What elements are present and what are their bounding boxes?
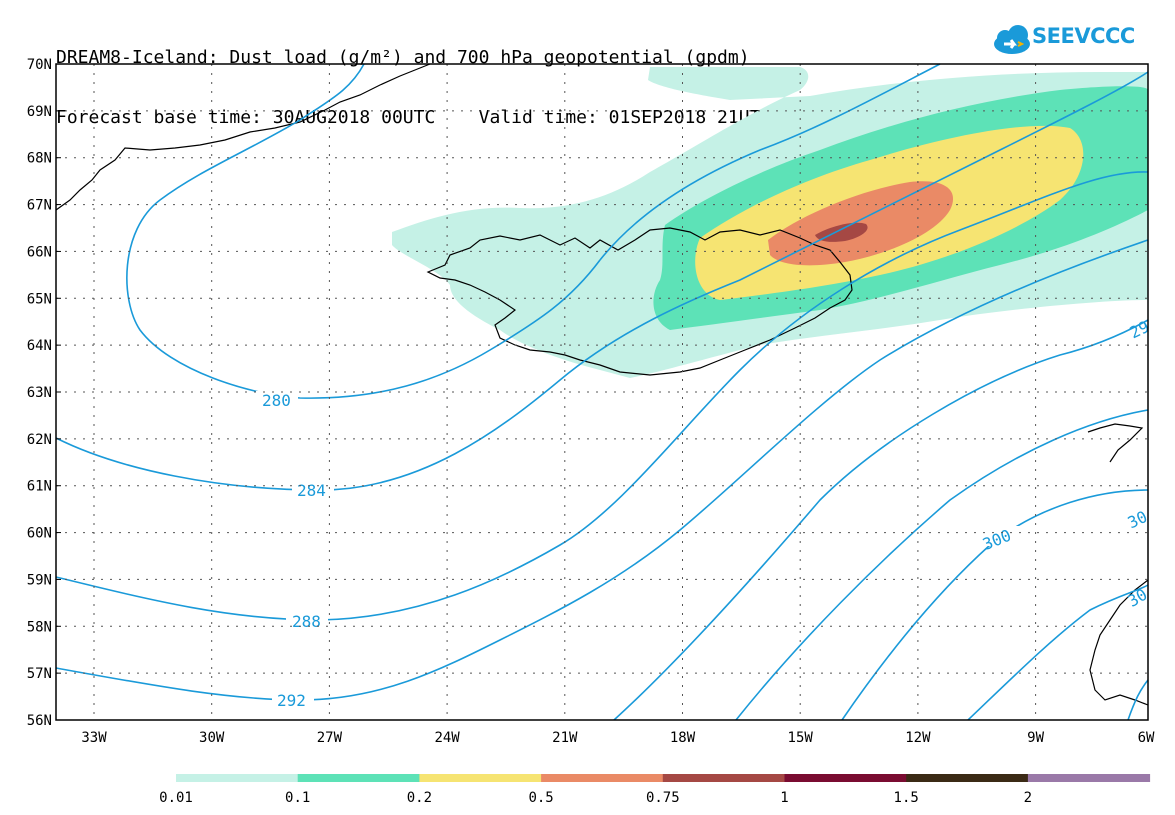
colorbar-label: 2: [1024, 790, 1032, 806]
coastline-scotland: [1089, 579, 1149, 706]
contour-line: [967, 584, 1149, 721]
lat-label: 64N: [27, 338, 52, 354]
colorbar-swatch: [1027, 774, 1151, 782]
title-line-1: DREAM8-Iceland: Dust load (g/m²) and 700…: [56, 47, 750, 68]
contour-label-292: 292: [277, 691, 306, 710]
lat-label: 63N: [27, 385, 52, 401]
lat-label: 69N: [27, 104, 52, 120]
dust-level-0.75: [815, 222, 868, 242]
colorbar-swatch: [297, 774, 420, 782]
contour-line: [126, 63, 601, 399]
contour-line: [599, 63, 941, 261]
contour-line: [1127, 679, 1149, 721]
contour-line: [55, 71, 1149, 491]
colorbar-label: 0.1: [285, 790, 310, 806]
lon-label: 9W: [1027, 730, 1044, 746]
contour-line: [55, 171, 1149, 621]
colorbar-swatch: [176, 774, 299, 782]
contour-labels: 280 284 288 292 300 29 30 30: [256, 317, 1152, 711]
lat-label: 67N: [27, 198, 52, 214]
colorbar-label: 0.5: [528, 790, 553, 806]
lat-label: 65N: [27, 291, 52, 307]
lon-label: 21W: [552, 730, 578, 746]
coastline-iceland: [426, 227, 853, 376]
colorbar-swatch: [784, 774, 907, 782]
dust-field: [392, 67, 1148, 378]
longitude-labels: 33W 30W 27W 24W 21W 18W 15W 12W 9W 6W: [81, 730, 1155, 746]
lat-label: 60N: [27, 526, 52, 542]
lat-label: 56N: [27, 713, 52, 729]
lat-label: 62N: [27, 432, 52, 448]
colorbar-swatch: [662, 774, 785, 782]
lon-label: 18W: [670, 730, 696, 746]
lon-label: 15W: [788, 730, 814, 746]
lat-label: 61N: [27, 479, 52, 495]
contour-label-284: 284: [297, 481, 326, 500]
lat-label: 58N: [27, 619, 52, 635]
colorbar-label: 0.2: [407, 790, 432, 806]
contour-label-30-b: 30: [1124, 585, 1150, 611]
lat-label: 57N: [27, 666, 52, 682]
coastline-faroe: [1087, 423, 1144, 463]
lon-label: 33W: [81, 730, 107, 746]
logo-text: SEEVCCC: [1032, 24, 1135, 48]
lon-label: 12W: [905, 730, 931, 746]
lat-label: 59N: [27, 572, 52, 588]
contour-label-30-a: 30: [1125, 507, 1150, 532]
coastlines: [55, 63, 1149, 706]
lon-label: 24W: [434, 730, 460, 746]
colorbar-swatch: [419, 774, 542, 782]
contour-line: [735, 409, 1149, 721]
lat-label: 70N: [27, 57, 52, 73]
colorbar-label: 0.75: [646, 790, 680, 806]
contour-line: [613, 319, 1149, 721]
colorbar: 0.01 0.1 0.2 0.5 0.75 1 1.5 2: [159, 774, 1151, 806]
cloud-icon: [994, 25, 1030, 54]
contour-label-288: 288: [292, 612, 321, 631]
colorbar-label: 0.01: [159, 790, 193, 806]
lat-label: 66N: [27, 244, 52, 260]
colorbar-label: 1: [780, 790, 788, 806]
map-title: DREAM8-Iceland: Dust load (g/m²) and 700…: [56, 8, 836, 148]
lon-label: 30W: [199, 730, 225, 746]
colorbar-swatch: [906, 774, 1029, 782]
latitude-labels: 70N 69N 68N 67N 66N 65N 64N 63N 62N 61N 60N 59N 58N 5…: [27, 57, 61, 729]
logo: [994, 25, 1030, 54]
coastline-greenland: [55, 63, 431, 211]
contour-label-280: 280: [262, 391, 291, 410]
lon-label: 6W: [1138, 730, 1155, 746]
colorbar-swatch: [541, 774, 664, 782]
gridlines: [56, 64, 1148, 720]
lat-label: 68N: [27, 151, 52, 167]
lon-label: 27W: [317, 730, 343, 746]
colorbar-label: 1.5: [894, 790, 919, 806]
